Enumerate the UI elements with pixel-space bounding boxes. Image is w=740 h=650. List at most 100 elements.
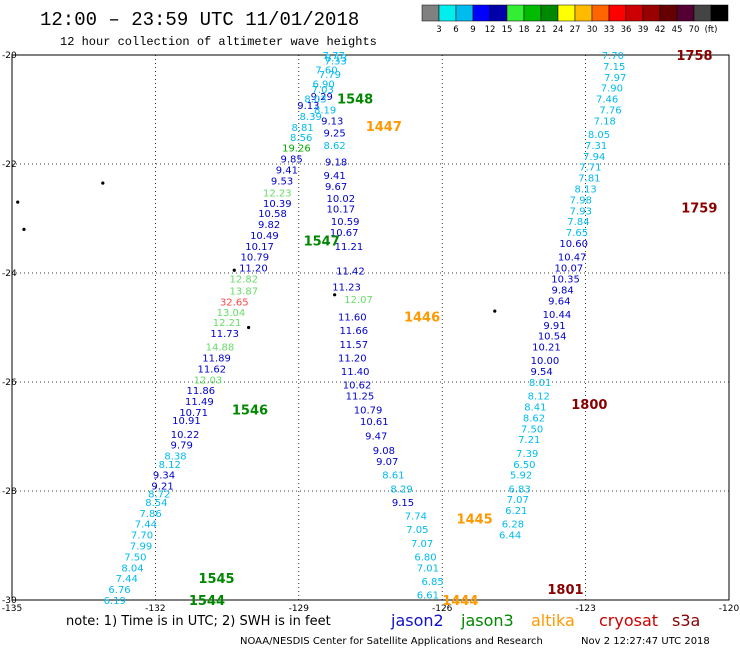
colorbar-label: 24 <box>553 25 564 35</box>
wave-height-label: 9.64 <box>548 296 570 307</box>
satellite-legend-jason2: jason2 <box>390 611 444 630</box>
wave-height-label: 7.50 <box>124 552 146 563</box>
wave-height-label: 7.86 <box>139 509 161 520</box>
colorbar-label: 45 <box>672 25 683 35</box>
wave-height-label: 9.41 <box>276 165 298 176</box>
colorbar-label: 9 <box>470 25 475 35</box>
colorbar-swatch <box>472 4 491 22</box>
colorbar-label: 21 <box>536 25 547 35</box>
wave-height-label: 11.60 <box>338 313 367 324</box>
island-markers <box>16 181 497 330</box>
wave-height-label: 10.02 <box>327 194 356 205</box>
wave-height-label: 11.42 <box>336 266 365 277</box>
wave-height-label: 6.28 <box>502 520 524 531</box>
pass-time-label: 1546 <box>232 403 268 418</box>
wave-height-label: 9.34 <box>153 471 175 482</box>
colorbar-swatch <box>659 4 678 22</box>
wave-height-label: 9.08 <box>373 446 395 457</box>
pass-time-label: 1447 <box>366 120 402 135</box>
y-tick-label: -30 <box>2 596 17 606</box>
wave-height-label: 7.46 <box>596 95 618 106</box>
wave-height-label: 7.15 <box>603 62 625 73</box>
wave-height-label: 8.62 <box>324 141 346 152</box>
colorbar-swatch <box>557 4 576 22</box>
wave-height-label: 7.03 <box>312 85 334 96</box>
axis-ticks: -135 -132 -129 -126 -123 -120 -20 -22 -24 -26 -28 -… <box>2 51 740 614</box>
wave-height-label: 8.62 <box>523 413 545 424</box>
wave-height-label: 10.59 <box>331 217 360 228</box>
pass-time-label: 1801 <box>547 583 583 598</box>
wave-height-label: 7.76 <box>599 106 621 117</box>
colorbar-swatch <box>710 4 729 22</box>
pass-time-label: 1758 <box>676 49 712 64</box>
colorbar-swatch <box>540 4 559 22</box>
wave-height-label: 10.35 <box>551 274 580 285</box>
wave-height-label: 10.71 <box>179 408 208 419</box>
wave-height-label: 10.60 <box>559 239 588 250</box>
wave-height-label: 9.85 <box>280 155 302 166</box>
colorbar-swatch <box>455 4 474 22</box>
wave-height-label: 7.44 <box>116 574 138 585</box>
wave-height-label: 8.13 <box>574 185 596 196</box>
wave-height-label: 12.82 <box>230 274 259 285</box>
chart-subtitle: 12 hour collection of altimeter wave hei… <box>60 35 377 49</box>
island-dot <box>493 309 497 313</box>
wave-height-label: 7.70 <box>131 531 153 542</box>
wave-height-label: 8.38 <box>164 452 186 463</box>
island-dot <box>101 181 105 185</box>
wave-height-label: 9.54 <box>530 367 552 378</box>
wave-height-label: 9.29 <box>311 92 333 103</box>
wave-height-label: 10.39 <box>263 199 292 210</box>
colorbar-label: 42 <box>655 25 666 35</box>
wave-height-values: 7.778.137.337.607.796.907.039.298.039.13… <box>104 51 627 607</box>
wave-height-label: 10.67 <box>330 228 359 239</box>
wave-height-label: 7.77 <box>323 51 345 62</box>
wave-height-label: 12.21 <box>213 318 242 329</box>
wave-height-label: 9.13 <box>297 101 319 112</box>
wave-height-label: 8.12 <box>528 392 550 403</box>
wave-height-label: 10.79 <box>241 253 270 264</box>
wave-height-label: 13.04 <box>217 308 246 319</box>
wave-height-label: 7.50 <box>521 424 543 435</box>
wave-height-label: 7.60 <box>315 66 337 77</box>
wave-height-label: 7.90 <box>601 84 623 95</box>
grid-lines <box>12 55 729 600</box>
wave-height-label: 12.03 <box>194 375 223 386</box>
wave-height-label: 7.84 <box>567 217 589 228</box>
wave-height-label: 9.07 <box>376 457 398 468</box>
pass-time-label: 1547 <box>304 234 340 249</box>
pass-time-label: 1544 <box>189 594 225 609</box>
wave-height-label: 10.22 <box>171 430 200 441</box>
wave-height-label: 10.44 <box>543 310 572 321</box>
wave-height-label: 6.76 <box>108 585 130 596</box>
wave-height-label: 9.91 <box>543 321 565 332</box>
colorbar-swatch <box>421 4 440 22</box>
wave-height-label: 11.25 <box>346 392 375 403</box>
wave-height-label: 9.67 <box>325 182 347 193</box>
wave-height-label: 11.40 <box>341 367 370 378</box>
colorbar-swatch <box>489 4 508 22</box>
wave-height-label: 8.19 <box>314 106 336 117</box>
wave-height-label: 6.61 <box>417 591 439 602</box>
wave-height-label: 6.19 <box>104 596 126 607</box>
x-tick-label: -126 <box>432 604 453 614</box>
wave-height-label: 8.12 <box>159 460 181 471</box>
x-tick-label: -129 <box>289 604 310 614</box>
wave-height-label: 11.86 <box>186 386 215 397</box>
wave-height-label: 8.13 <box>325 54 347 65</box>
x-tick-label: -120 <box>719 604 740 614</box>
wave-height-label: 10.61 <box>360 417 389 428</box>
wave-height-label: 8.39 <box>300 112 322 123</box>
colorbar-label: 12 <box>485 25 496 35</box>
colorbar-swatch <box>506 4 525 22</box>
wave-height-label: 7.98 <box>570 195 592 206</box>
wave-height-label: 13.87 <box>230 286 259 297</box>
pass-time-label: 1800 <box>571 398 607 413</box>
wave-height-label: 8.29 <box>390 484 412 495</box>
wave-height-label: 10.07 <box>555 264 584 275</box>
colorbar-legend: 3 6 9 12 15 18 21 24 27 30 33 36 39 42 45 70 (ft) <box>421 4 729 35</box>
colorbar-swatch <box>693 4 712 22</box>
colorbar-swatch <box>676 4 695 22</box>
colorbar-label: 6 <box>453 25 458 35</box>
wave-height-label: 7.74 <box>405 512 427 523</box>
